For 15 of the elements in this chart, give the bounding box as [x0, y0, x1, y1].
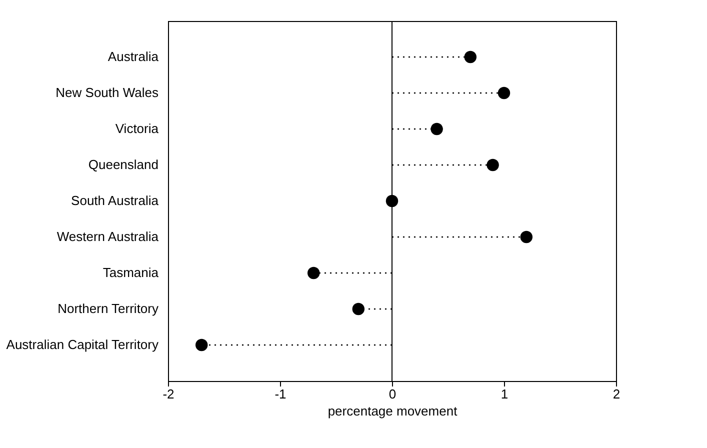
- x-tick-label: -1: [274, 386, 286, 402]
- x-tick-label: 0: [388, 386, 396, 402]
- y-tick-label: South Australia: [71, 193, 160, 208]
- x-tick-label: 2: [612, 386, 620, 402]
- y-tick-label: Victoria: [115, 121, 160, 136]
- y-tick-label: Northern Territory: [58, 301, 159, 316]
- y-tick-label: Tasmania: [102, 265, 160, 280]
- x-axis-title: percentage movement: [328, 404, 458, 418]
- y-tick-label: Australian Capital Territory: [6, 337, 159, 352]
- x-tick-label: 1: [500, 386, 508, 402]
- y-tick-label: Queensland: [88, 157, 158, 172]
- y-tick-label: Western Australia: [56, 229, 160, 244]
- x-tick-label: -2: [162, 386, 174, 402]
- y-tick-label: Australia: [108, 49, 160, 64]
- y-tick-label: New South Wales: [56, 85, 159, 100]
